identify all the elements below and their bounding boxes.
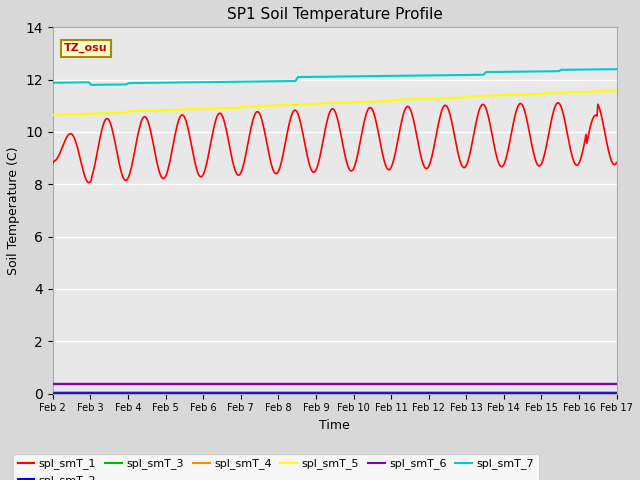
spl_smT_7	[49, 80, 57, 85]
spl_smT_4	[197, 389, 205, 395]
spl_smT_3	[49, 390, 57, 396]
spl_smT_4	[381, 389, 388, 395]
spl_smT_5	[326, 100, 334, 106]
spl_smT_6	[561, 382, 569, 387]
Line: spl_smT_5: spl_smT_5	[53, 91, 616, 115]
spl_smT_2	[49, 390, 57, 396]
spl_smT_5	[197, 106, 205, 112]
spl_smT_6	[612, 382, 620, 387]
spl_smT_4	[326, 389, 334, 395]
spl_smT_1	[173, 122, 181, 128]
spl_smT_1	[327, 107, 335, 113]
spl_smT_2	[197, 390, 205, 396]
spl_smT_2	[173, 390, 180, 396]
spl_smT_2	[561, 390, 569, 396]
spl_smT_3	[612, 390, 620, 396]
spl_smT_6	[197, 382, 205, 387]
spl_smT_7	[612, 66, 620, 72]
spl_smT_1	[198, 174, 205, 180]
spl_smT_5	[561, 90, 569, 96]
spl_smT_7	[173, 80, 181, 85]
spl_smT_4	[49, 389, 57, 395]
spl_smT_3	[173, 390, 180, 396]
spl_smT_4	[612, 389, 620, 395]
spl_smT_5	[381, 98, 388, 104]
Legend: spl_smT_1, spl_smT_2, spl_smT_3, spl_smT_4, spl_smT_5, spl_smT_6, spl_smT_7: spl_smT_1, spl_smT_2, spl_smT_3, spl_smT…	[13, 454, 539, 480]
spl_smT_7	[88, 82, 95, 88]
spl_smT_7	[437, 72, 445, 78]
Title: SP1 Soil Temperature Profile: SP1 Soil Temperature Profile	[227, 7, 443, 22]
spl_smT_3	[326, 390, 334, 396]
Text: TZ_osu: TZ_osu	[64, 43, 108, 53]
spl_smT_1	[49, 160, 57, 166]
X-axis label: Time: Time	[319, 419, 350, 432]
spl_smT_1	[612, 160, 620, 166]
spl_smT_7	[198, 79, 205, 85]
spl_smT_1	[563, 126, 570, 132]
Y-axis label: Soil Temperature (C): Soil Temperature (C)	[7, 146, 20, 275]
spl_smT_6	[173, 382, 180, 387]
spl_smT_3	[436, 390, 444, 396]
spl_smT_7	[562, 67, 570, 72]
spl_smT_7	[327, 74, 335, 80]
spl_smT_3	[561, 390, 569, 396]
spl_smT_3	[381, 390, 388, 396]
spl_smT_5	[173, 107, 180, 113]
spl_smT_1	[437, 109, 445, 115]
spl_smT_1	[382, 162, 390, 168]
spl_smT_1	[85, 180, 93, 186]
Line: spl_smT_1: spl_smT_1	[53, 103, 616, 183]
spl_smT_6	[326, 382, 334, 387]
spl_smT_2	[612, 390, 620, 396]
spl_smT_4	[173, 389, 180, 395]
spl_smT_2	[326, 390, 334, 396]
spl_smT_4	[561, 389, 569, 395]
spl_smT_6	[381, 382, 388, 387]
spl_smT_5	[436, 96, 444, 101]
spl_smT_3	[197, 390, 205, 396]
spl_smT_5	[612, 88, 620, 94]
spl_smT_5	[49, 112, 57, 118]
spl_smT_2	[381, 390, 388, 396]
spl_smT_6	[436, 382, 444, 387]
spl_smT_1	[554, 100, 562, 106]
spl_smT_4	[436, 389, 444, 395]
Line: spl_smT_7: spl_smT_7	[53, 69, 616, 85]
spl_smT_2	[436, 390, 444, 396]
spl_smT_6	[49, 382, 57, 387]
spl_smT_7	[382, 73, 390, 79]
